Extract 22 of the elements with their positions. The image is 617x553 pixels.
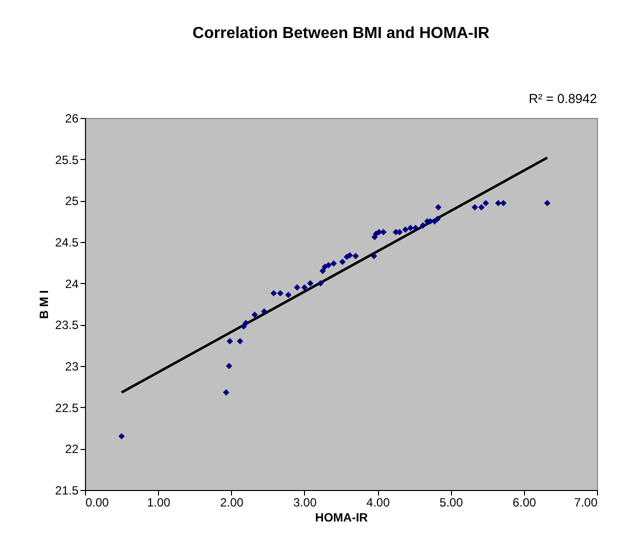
x-tick-label: 6.00 (512, 496, 536, 510)
x-axis-title: HOMA-IR (315, 510, 368, 524)
x-tick-label: 2.00 (220, 496, 244, 510)
x-tick-label: 4.00 (366, 496, 390, 510)
y-tick-label: 23.5 (55, 318, 79, 332)
x-tick-label: 3.00 (293, 496, 317, 510)
y-tick-label: 21.5 (55, 484, 79, 498)
y-tick-label: 25 (65, 194, 79, 208)
x-tick-label: 5.00 (440, 496, 464, 510)
x-tick-label: 7.00 (574, 496, 598, 510)
text: R² = 0.8942 (528, 91, 597, 106)
x-tick-label: 0.00 (86, 496, 110, 510)
y-axis-title: B M I (37, 290, 52, 319)
x-tick-label: 1.00 (146, 496, 171, 510)
y-tick-label: 26 (65, 112, 79, 126)
y-tick-label: 23 (65, 360, 79, 374)
y-tick-label: 24.5 (55, 236, 79, 250)
y-tick-label: 24 (65, 276, 79, 291)
chart-title: Correlation Between BMI and HOMA-IR (192, 25, 490, 42)
y-tick-label: 22.5 (55, 400, 79, 415)
y-tick-label: 25.5 (55, 152, 79, 167)
y-tick-label: 22 (65, 442, 79, 456)
